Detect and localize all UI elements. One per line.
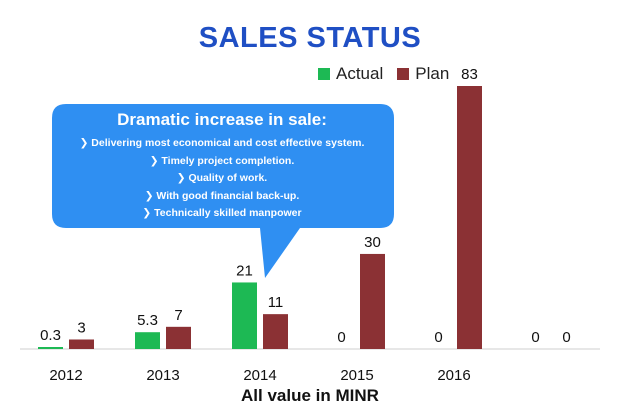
- data-label-plan: 3: [77, 319, 85, 336]
- chart-title: SALES STATUS: [198, 22, 422, 54]
- callout-line: ❯ With good financial back-up.: [144, 189, 300, 202]
- data-label-actual: 0: [531, 329, 539, 346]
- bar-group: 0.3 3 2012 5.3 7 2013 21 11 2014 0 30 2015 0 83 2016 0 0: [38, 66, 571, 384]
- data-label-plan: 30: [364, 234, 381, 251]
- x-tick-label: 2012: [49, 367, 82, 384]
- bar-plan-2012: [69, 339, 94, 349]
- bar-plan-2015: [360, 253, 385, 349]
- data-label-actual: 0.3: [40, 327, 61, 344]
- x-axis-label: All value in MINR: [241, 386, 379, 405]
- data-label-actual: 0: [337, 329, 345, 346]
- legend-label-plan: Plan: [415, 64, 450, 83]
- bar-actual-2013: [135, 332, 160, 349]
- legend-swatch-plan: [397, 68, 410, 80]
- bar-plan-2016: [457, 86, 482, 349]
- legend: Actual Plan: [318, 64, 463, 84]
- data-label-actual: 0: [434, 329, 442, 346]
- data-label-actual: 5.3: [137, 312, 158, 329]
- callout-bubble: [52, 104, 394, 278]
- x-tick-label: 2013: [146, 367, 179, 384]
- data-label-plan: 0: [562, 329, 570, 346]
- bar-plan-2014: [263, 314, 288, 349]
- data-label-plan: 11: [268, 294, 284, 311]
- callout-content: Dramatic increase in sale: ❯ Delivering …: [52, 110, 392, 223]
- callout-line: ❯ Delivering most economical and cost ef…: [79, 137, 365, 149]
- callout-line: ❯ Technically skilled manpower: [142, 207, 302, 219]
- legend-item-actual: Actual: [318, 64, 383, 84]
- callout-line: ❯ Timely project completion.: [149, 154, 295, 167]
- legend-label-actual: Actual: [336, 64, 384, 83]
- callout-line: ❯ Quality of work.: [176, 172, 268, 184]
- x-tick-label: 2015: [340, 367, 373, 384]
- legend-swatch-actual: [318, 68, 330, 80]
- data-label-plan: 7: [174, 307, 182, 324]
- bar-actual-2014: [232, 282, 257, 349]
- x-tick-label: 2016: [437, 367, 470, 384]
- bar-actual-2012: [38, 347, 63, 349]
- data-label-plan: 83: [461, 66, 478, 83]
- data-label-actual: 21: [236, 262, 253, 279]
- x-tick-label: 2014: [243, 367, 276, 384]
- bar-plan-2013: [166, 326, 191, 349]
- legend-item-plan: Plan: [397, 64, 449, 84]
- callout-heading: Dramatic increase in sale:: [117, 110, 327, 129]
